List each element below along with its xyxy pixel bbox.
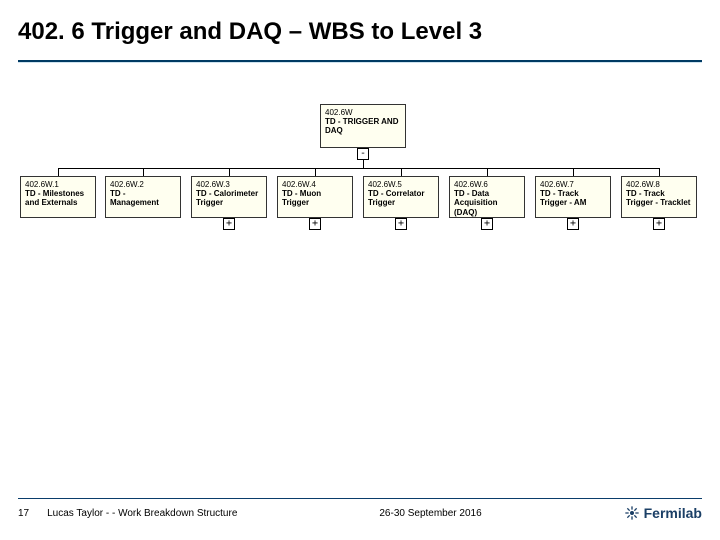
wbs-label: TD - Correlator Trigger [368, 189, 434, 207]
wbs-root-node: 402.6WTD - TRIGGER AND DAQ [320, 104, 406, 148]
wbs-code: 402.6W.1 [25, 180, 91, 189]
connector [659, 168, 660, 176]
wbs-child-node: 402.6W.7TD - Track Trigger - AM [535, 176, 611, 218]
wbs-code: 402.6W.8 [626, 180, 692, 189]
connector [58, 168, 659, 169]
expand-icon[interactable]: + [567, 218, 579, 230]
connector [58, 168, 59, 176]
wbs-child-node: 402.6W.5TD - Correlator Trigger [363, 176, 439, 218]
expand-icon[interactable]: + [481, 218, 493, 230]
collapse-icon[interactable]: - [357, 148, 369, 160]
connector [363, 160, 364, 168]
wbs-child-node: 402.6W.3TD - Calorimeter Trigger [191, 176, 267, 218]
wbs-label: TD - Management [110, 189, 176, 207]
wbs-label: TD - Track Trigger - Tracklet [626, 189, 692, 207]
wbs-code: 402.6W.5 [368, 180, 434, 189]
page-number: 17 [18, 508, 29, 519]
connector [487, 168, 488, 176]
wbs-code: 402.6W.2 [110, 180, 176, 189]
wbs-label: TD - Data Acquisition (DAQ) [454, 189, 520, 217]
fermilab-logo-icon [624, 505, 640, 521]
wbs-child-node: 402.6W.1TD - Milestones and Externals [20, 176, 96, 218]
wbs-child-node: 402.6W.8TD - Track Trigger - Tracklet [621, 176, 697, 218]
expand-icon[interactable]: + [309, 218, 321, 230]
expand-icon[interactable]: + [223, 218, 235, 230]
footer-author: Lucas Taylor - - Work Breakdown Structur… [47, 508, 237, 519]
connector [143, 168, 144, 176]
wbs-child-node: 402.6W.4TD - Muon Trigger [277, 176, 353, 218]
wbs-label: TD - Muon Trigger [282, 189, 348, 207]
wbs-label: TD - TRIGGER AND DAQ [325, 117, 401, 135]
title-rule-light [18, 62, 702, 63]
wbs-label: TD - Calorimeter Trigger [196, 189, 262, 207]
wbs-child-node: 402.6W.6TD - Data Acquisition (DAQ) [449, 176, 525, 218]
expand-icon[interactable]: + [653, 218, 665, 230]
slide-footer: 17 Lucas Taylor - - Work Breakdown Struc… [0, 498, 720, 540]
wbs-label: TD - Track Trigger - AM [540, 189, 606, 207]
connector [401, 168, 402, 176]
footer-date: 26-30 September 2016 [379, 508, 481, 519]
wbs-code: 402.6W.4 [282, 180, 348, 189]
fermilab-logo-text: Fermilab [644, 505, 702, 521]
fermilab-logo: Fermilab [624, 505, 702, 521]
connector [315, 168, 316, 176]
slide-title: 402. 6 Trigger and DAQ – WBS to Level 3 [18, 18, 702, 46]
wbs-org-chart: 402.6WTD - TRIGGER AND DAQ-402.6W.1TD - … [20, 104, 708, 254]
connector [229, 168, 230, 176]
connector [573, 168, 574, 176]
wbs-code: 402.6W.7 [540, 180, 606, 189]
wbs-code: 402.6W [325, 108, 401, 117]
expand-icon[interactable]: + [395, 218, 407, 230]
wbs-child-node: 402.6W.2TD - Management [105, 176, 181, 218]
wbs-code: 402.6W.3 [196, 180, 262, 189]
wbs-label: TD - Milestones and Externals [25, 189, 91, 207]
wbs-code: 402.6W.6 [454, 180, 520, 189]
